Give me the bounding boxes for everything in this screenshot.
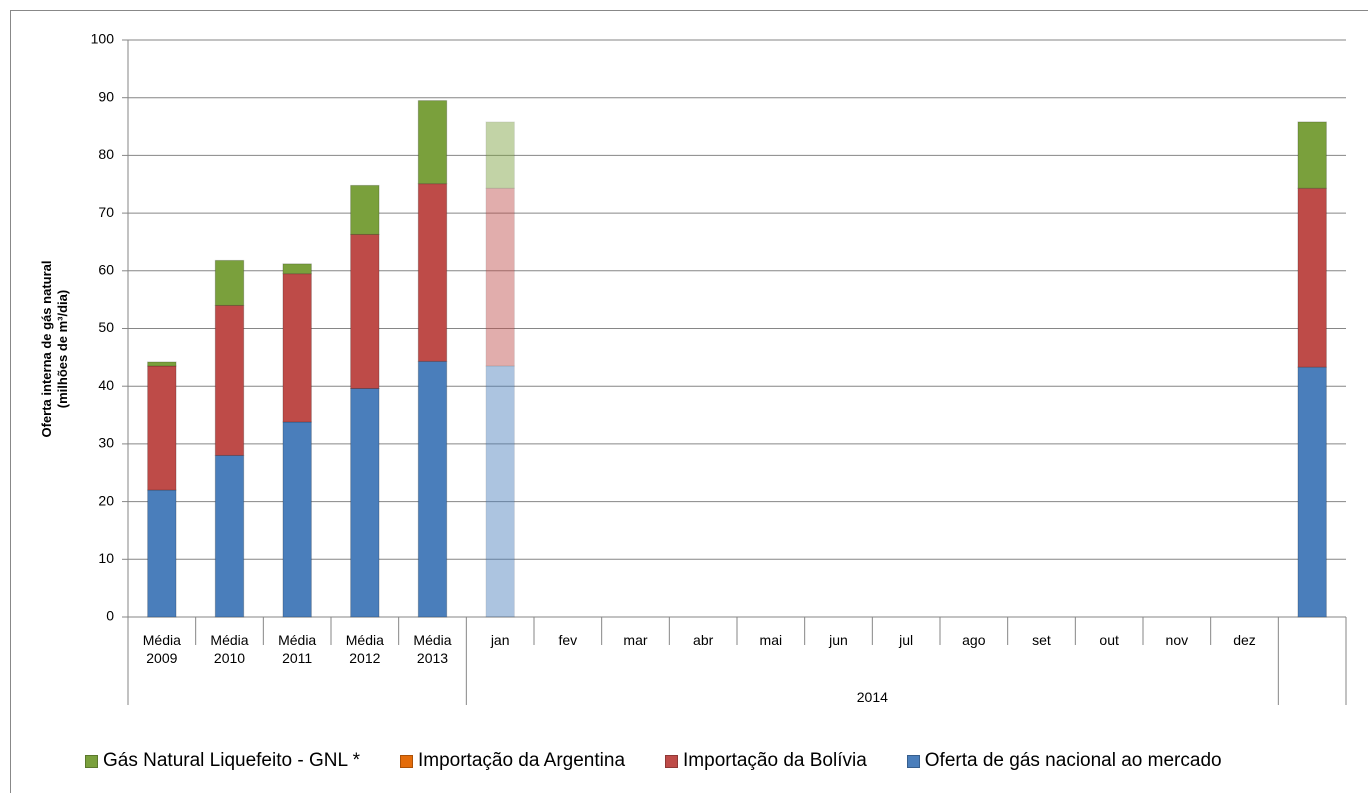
y-tick-label: 40 — [98, 377, 114, 393]
x-tick-label: Média 2013 — [413, 632, 452, 666]
bar-segment — [282, 273, 312, 423]
legend-item: Gás Natural Liquefeito - GNL * — [85, 750, 360, 772]
y-tick-label: 20 — [98, 492, 114, 508]
y-tick-label: 10 — [98, 550, 114, 566]
bar-segment — [214, 454, 245, 618]
x-tick-label: set — [1032, 632, 1051, 648]
x-tick-label: mai — [759, 632, 783, 648]
bar-segment — [350, 233, 380, 390]
legend-item: Importação da Argentina — [399, 750, 626, 772]
bar-segment — [147, 489, 177, 618]
bar-segment — [282, 421, 312, 618]
bar-segment — [485, 121, 515, 189]
x-tick-label: jul — [899, 632, 914, 648]
x-tick-label: dez — [1233, 632, 1256, 648]
legend-swatch — [85, 754, 98, 768]
y-axis-title-line: Oferta interna de gás natural — [39, 260, 54, 438]
bar-segment — [417, 100, 448, 185]
legend-swatch — [399, 754, 413, 768]
x-tick-label: jan — [490, 632, 510, 648]
bar-segment — [282, 263, 312, 275]
bar-segment — [1297, 366, 1327, 618]
x-tick-label: Média 2012 — [345, 632, 384, 666]
bar-segment — [485, 187, 515, 367]
bar-segment — [147, 361, 177, 367]
legend-item: Oferta de gás nacional ao mercado — [906, 750, 1222, 772]
legend-label: Importação da Argentina — [417, 750, 626, 771]
y-tick-label: 100 — [91, 31, 115, 47]
x-tick-label: fev — [558, 632, 578, 648]
bar-segment — [417, 183, 448, 362]
legend-label: Importação da Bolívia — [683, 750, 867, 771]
x-tick-label: Média 2011 — [278, 632, 317, 666]
legend-label: Gás Natural Liquefeito - GNL * — [103, 750, 360, 771]
bar-segment — [214, 259, 245, 306]
y-tick-label: 90 — [98, 88, 114, 104]
bar-segment — [417, 360, 448, 618]
bar-segment — [1297, 187, 1327, 368]
x-tick-label: ago — [962, 632, 986, 648]
group-label: 2014 — [856, 689, 888, 705]
bar-segment — [214, 304, 245, 456]
legend-swatch — [665, 754, 679, 768]
x-tick-label: Média 2009 — [142, 632, 181, 666]
y-axis-title: Oferta interna de gás natural (milhões d… — [39, 239, 71, 459]
bar-segment — [147, 365, 177, 491]
y-tick-label: 0 — [106, 608, 114, 624]
legend-swatch — [906, 754, 920, 768]
x-tick-label: nov — [1165, 632, 1189, 648]
bar-segment — [485, 365, 515, 618]
y-tick-label: 70 — [98, 204, 114, 220]
bar-segment — [350, 184, 380, 235]
chart-border — [10, 10, 1368, 793]
bar-segment — [350, 388, 380, 618]
bar-segment — [1297, 121, 1327, 189]
x-tick-label: jun — [829, 632, 848, 648]
y-tick-label: 80 — [98, 146, 114, 162]
x-tick-label: out — [1099, 632, 1119, 648]
legend-label: Oferta de gás nacional ao mercado — [924, 750, 1222, 771]
y-axis-title-line: (milhões de m³/dia) — [55, 289, 70, 409]
y-tick-label: 30 — [98, 435, 114, 451]
y-tick-label: 50 — [98, 319, 114, 335]
x-tick-label: abr — [693, 632, 714, 648]
y-tick-label: 60 — [98, 262, 114, 278]
legend-item: Importação da Bolívia — [665, 750, 867, 772]
x-tick-label: mar — [623, 632, 648, 648]
x-tick-label: Média 2010 — [210, 632, 249, 666]
